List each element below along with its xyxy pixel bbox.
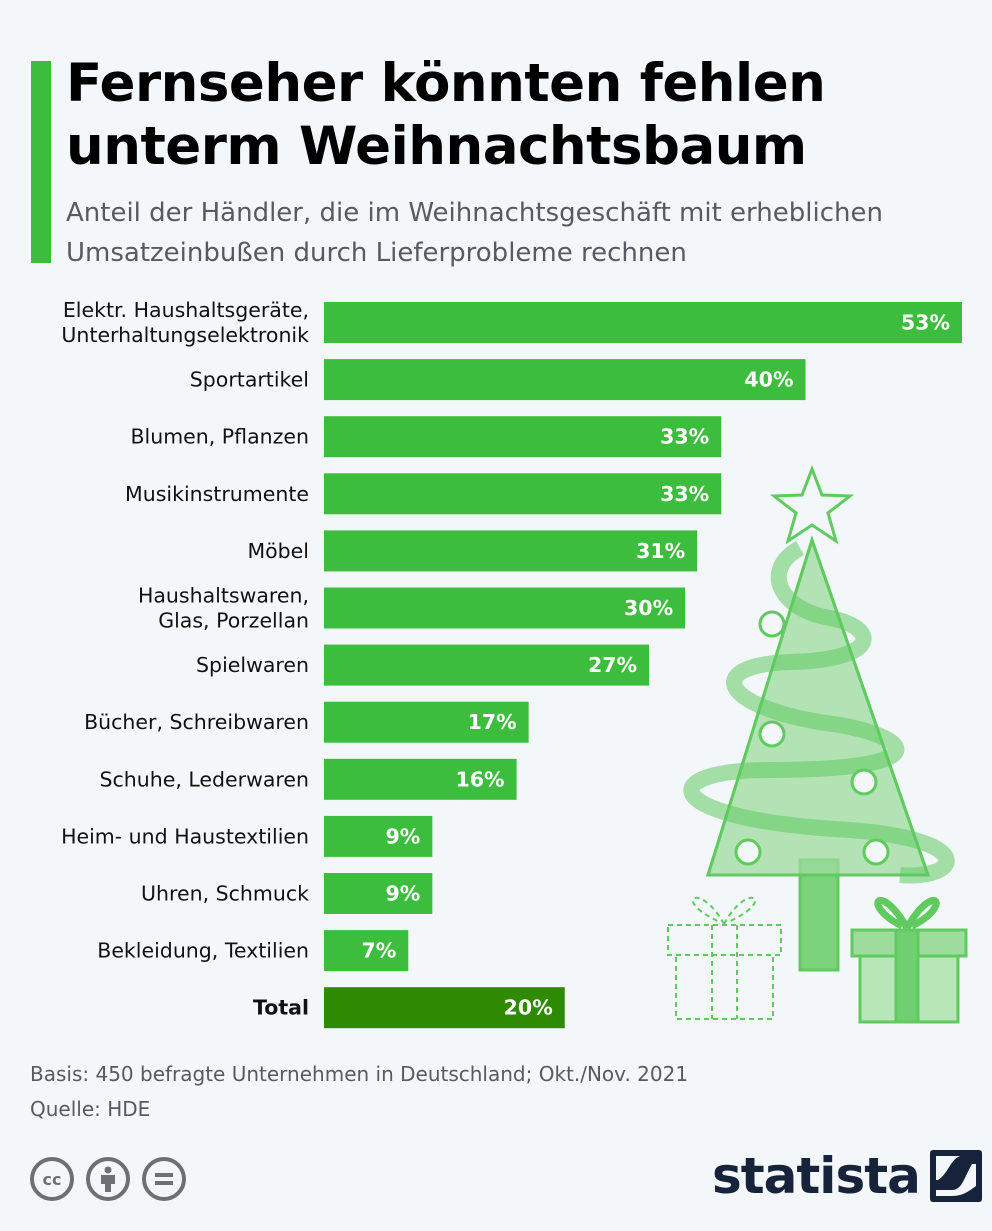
category-label: Uhren, Schmuck	[141, 882, 309, 906]
chart-title: Fernseher könnten fehlen unterm Weihnach…	[66, 53, 826, 177]
bar-value-label: 53%	[901, 311, 950, 335]
title-accent-bar	[31, 61, 51, 263]
chart-subtitle: Anteil der Händler, die im Weihnachtsges…	[66, 198, 883, 268]
license-icons: cc	[30, 1157, 186, 1201]
bar-value-label: 40%	[744, 368, 793, 392]
gift-box-filled-illustration	[850, 897, 968, 1024]
category-label: Elektr. Haushaltsgeräte, Unterhaltungsele…	[61, 298, 309, 347]
bar-value-label: 27%	[588, 653, 637, 677]
no-derivatives-equals-icon[interactable]	[142, 1157, 186, 1201]
bar-value-label: 17%	[468, 710, 517, 734]
bar-0	[324, 302, 962, 343]
bar-value-label: 9%	[386, 824, 421, 848]
star-icon	[769, 464, 855, 545]
statista-mark-icon	[929, 1150, 982, 1202]
category-label: Spielwaren	[196, 653, 309, 677]
category-label: Möbel	[247, 539, 309, 563]
bar-7	[324, 701, 529, 743]
bar-5	[324, 587, 686, 629]
attribution-person-icon[interactable]	[86, 1157, 130, 1201]
bar-11	[324, 930, 409, 972]
bar-value-label: 33%	[660, 425, 709, 449]
bar-value-label: 20%	[504, 996, 553, 1020]
bar-8	[324, 758, 517, 800]
bar-6	[324, 644, 650, 686]
bar-value-label: 31%	[636, 539, 685, 563]
footnote-basis: Basis: 450 befragte Unternehmen in Deuts…	[30, 1062, 689, 1086]
bar-value-label: 30%	[624, 596, 673, 620]
bar-value-label: 7%	[361, 939, 396, 963]
bars-layer: 53% Elektr. Haushaltsgeräte, Unterhaltungs…	[61, 298, 962, 1029]
category-label: Musikinstrumente	[125, 482, 309, 506]
bar-value-label: 33%	[660, 482, 709, 506]
bar-10	[324, 873, 433, 914]
category-label: Sportartikel	[190, 368, 309, 392]
footnote-source: Quelle: HDE	[30, 1097, 151, 1121]
bar-value-label: 9%	[386, 882, 421, 906]
category-label: Bekleidung, Textilien	[97, 939, 309, 963]
bar-12	[324, 987, 565, 1029]
bar-4	[324, 530, 698, 572]
christmas-tree-illustration	[683, 464, 955, 972]
bar-9	[324, 815, 433, 857]
brand-name: statista	[712, 1147, 921, 1205]
category-label: Schuhe, Lederwaren	[99, 767, 309, 791]
category-label: Bücher, Schreibwaren	[84, 710, 309, 734]
bar-1	[324, 359, 806, 401]
cc-license-icon[interactable]: cc	[30, 1157, 74, 1201]
category-label: Total	[253, 996, 309, 1020]
bar-value-label: 16%	[456, 767, 505, 791]
category-label: Haushaltswaren, Glas, Porzellan	[138, 584, 309, 633]
bar-3	[324, 473, 722, 515]
statista-logo[interactable]: statista	[712, 1146, 982, 1206]
category-label: Blumen, Pflanzen	[130, 425, 309, 449]
bar-2	[324, 416, 722, 458]
category-label: Heim- und Haustextilien	[61, 824, 309, 848]
gift-box-outline-illustration	[667, 896, 782, 1020]
